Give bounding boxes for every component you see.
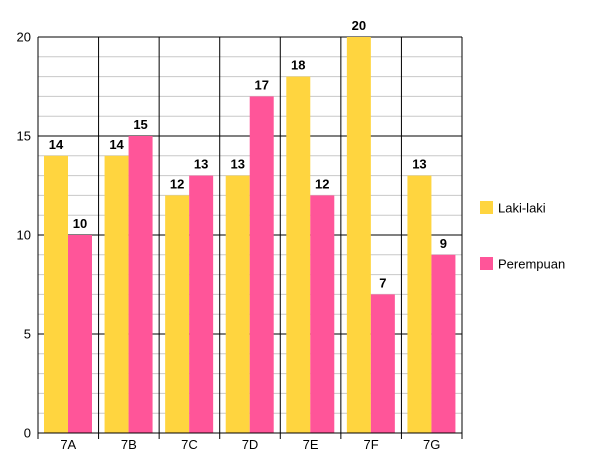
bar-7B-Laki-laki <box>104 155 129 434</box>
x-tick-label: 7E <box>303 437 319 452</box>
legend-swatch <box>480 257 493 270</box>
y-axis-tick-labels: 0 5 10 15 20 <box>17 30 31 441</box>
bars <box>44 37 456 434</box>
data-label: 10 <box>73 216 87 231</box>
bar-7D-Perempuan <box>249 96 274 434</box>
bar-7E-Laki-laki <box>286 76 311 433</box>
data-label: 14 <box>49 137 64 152</box>
legend-label: Laki-laki <box>498 201 546 216</box>
y-tick-label: 20 <box>17 30 31 45</box>
data-label: 13 <box>230 157 244 172</box>
y-tick-label: 5 <box>24 327 31 342</box>
data-label: 20 <box>352 18 366 33</box>
x-tick-label: 7B <box>121 437 137 452</box>
x-axis-tick-labels: 7A 7B 7C 7D 7E 7F 7G <box>60 437 440 452</box>
legend-swatch <box>480 201 493 214</box>
data-label: 12 <box>315 176 329 191</box>
data-label: 13 <box>194 157 208 172</box>
data-label: 12 <box>170 176 184 191</box>
x-tick-label: 7A <box>60 437 76 452</box>
bar-7B-Perempuan <box>128 136 153 433</box>
bar-7F-Perempuan <box>370 294 395 433</box>
x-tick-label: 7G <box>423 437 440 452</box>
bar-7G-Laki-laki <box>407 175 432 433</box>
data-label: 17 <box>254 77 268 92</box>
legend-label: Perempuan <box>498 257 565 272</box>
bar-7A-Laki-laki <box>44 155 68 434</box>
data-label: 9 <box>440 236 447 251</box>
bar-7G-Perempuan <box>431 254 456 433</box>
bar-7D-Laki-laki <box>225 175 250 433</box>
legend: Laki-laki Perempuan <box>480 201 565 272</box>
bar-7E-Perempuan <box>310 195 335 433</box>
bar-7C-Perempuan <box>189 175 214 433</box>
x-tick-label: 7D <box>242 437 259 452</box>
y-tick-label: 0 <box>24 426 31 441</box>
data-label: 14 <box>109 137 124 152</box>
data-label: 18 <box>291 58 305 73</box>
bar-7F-Laki-laki <box>346 37 371 433</box>
y-tick-label: 10 <box>17 228 31 243</box>
x-tick-label: 7C <box>181 437 198 452</box>
data-label: 7 <box>379 275 386 290</box>
y-tick-label: 15 <box>17 129 31 144</box>
data-labels: 14 14 12 13 18 20 13 10 15 13 17 12 7 9 <box>49 18 447 290</box>
data-label: 15 <box>133 117 147 132</box>
bar-7A-Perempuan <box>68 235 92 433</box>
axes <box>37 37 462 434</box>
data-label: 13 <box>412 157 426 172</box>
x-tick-label: 7F <box>364 437 379 452</box>
bar-7C-Laki-laki <box>165 195 190 433</box>
